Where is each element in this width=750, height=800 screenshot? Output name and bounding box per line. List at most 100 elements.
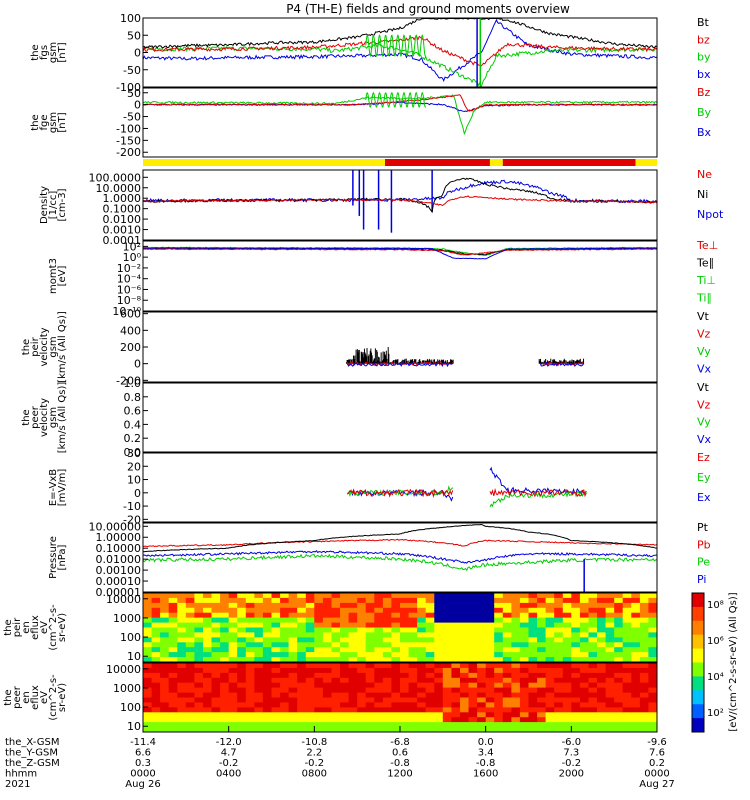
- x-value-label: -0.8: [390, 758, 410, 769]
- spectrogram-cell: [237, 717, 247, 723]
- spectrogram-cell: [562, 607, 572, 614]
- spectrogram-cell: [340, 667, 350, 674]
- spectrogram-cell: [220, 677, 230, 684]
- spectrogram-cell: [271, 632, 281, 638]
- spectrogram-cell: [185, 677, 195, 684]
- y-tick-label: 1.0: [124, 377, 142, 390]
- spectrogram-cell: [545, 637, 555, 643]
- x-value-label: 1600: [473, 769, 498, 780]
- spectrogram-cell: [331, 637, 341, 643]
- spectrogram-cell: [357, 652, 367, 658]
- x-value-label: -0.2: [219, 758, 239, 769]
- spectrogram-cell: [262, 647, 273, 653]
- spectrogram-cell: [400, 642, 410, 648]
- spectrogram-cell: [460, 692, 470, 699]
- spectrogram-cell: [288, 717, 298, 723]
- spectrogram-cell: [365, 677, 375, 684]
- spectrogram-cell: [151, 663, 161, 669]
- spectrogram-cell: [305, 717, 315, 723]
- spectrogram-cell: [631, 642, 641, 648]
- spectrogram-cell: [417, 667, 427, 674]
- spectrogram-cell: [639, 702, 650, 708]
- spectrogram-cell: [322, 607, 333, 614]
- spectrogram-cell: [322, 717, 333, 723]
- spectrogram-cell: [597, 727, 607, 732]
- y-axis-label: eflux: [30, 685, 41, 710]
- spectrogram-cell: [571, 687, 581, 694]
- spectrogram-cell: [194, 672, 204, 679]
- spectrogram-cell: [254, 597, 264, 604]
- spectrogram-cell: [314, 617, 324, 624]
- spectrogram-cell: [245, 597, 255, 604]
- spectrogram-cell: [442, 607, 452, 614]
- spectrogram-cell: [648, 597, 657, 604]
- spectrogram-cell: [605, 687, 615, 694]
- spectrogram-cell: [177, 647, 187, 653]
- spectrogram-cell: [537, 667, 547, 674]
- spectrogram-cell: [340, 712, 350, 718]
- by-oscillation: [365, 34, 427, 58]
- spectrogram-cell: [425, 597, 435, 604]
- spectrogram-cell: [562, 612, 572, 619]
- spectrogram-cell: [185, 702, 195, 708]
- spectrogram-cell: [614, 682, 624, 689]
- spectrogram-cell: [639, 727, 650, 732]
- spectrogram-cell: [382, 663, 393, 669]
- spectrogram-cell: [288, 707, 298, 713]
- spectrogram-cell: [631, 602, 641, 609]
- spectrogram-cell: [305, 672, 315, 679]
- colorbar-segment: [692, 662, 704, 677]
- spectrogram-cell: [305, 647, 315, 653]
- spectrogram-cell: [254, 657, 264, 662]
- spectrogram-cell: [622, 692, 632, 699]
- spectrogram-cell: [511, 593, 521, 599]
- spectrogram-cell: [588, 682, 598, 689]
- spectrogram-cell: [305, 637, 315, 643]
- spectrogram-cell: [588, 697, 598, 703]
- spectrogram-cell: [408, 722, 418, 728]
- spectrogram-cell: [297, 637, 307, 643]
- spectrogram-cell: [297, 597, 307, 604]
- spectrogram-cell: [545, 687, 555, 694]
- spectrogram-cell: [425, 617, 435, 624]
- spectrogram-cell: [425, 637, 435, 643]
- y-tick-label: 10⁰: [123, 251, 142, 264]
- legend-item: Ey: [697, 471, 711, 484]
- spectrogram-cell: [519, 682, 530, 689]
- spectrogram-cell: [562, 717, 572, 723]
- spectrogram-cell: [579, 682, 590, 689]
- spectrogram-cell: [288, 712, 298, 718]
- spectrogram-cell: [391, 637, 401, 643]
- legend-item: Bt: [697, 16, 710, 29]
- colorbar-segment: [692, 704, 704, 719]
- spectrogram-cell: [168, 597, 178, 604]
- spectrogram-cell: [391, 612, 401, 619]
- spectrogram-cell: [185, 627, 195, 633]
- spectrogram-cell: [434, 642, 444, 648]
- spectrogram-cell: [425, 717, 435, 723]
- spectrogram-cell: [168, 602, 178, 609]
- y-tick-label: 0.0100: [103, 213, 142, 226]
- spectrogram-cell: [417, 652, 427, 658]
- vx-line: [346, 362, 453, 368]
- spectrogram-cell: [614, 692, 624, 699]
- spectrogram-cell: [622, 657, 632, 662]
- spectrogram-cell: [185, 722, 195, 728]
- spectrogram-cell: [228, 687, 238, 694]
- spectrogram-cell: [177, 597, 187, 604]
- spectrogram-cell: [477, 652, 487, 658]
- spectrogram-cell: [477, 672, 487, 679]
- spectrogram-cell: [297, 687, 307, 694]
- spectrogram-cell: [571, 682, 581, 689]
- spectrogram-cell: [519, 612, 530, 619]
- spectrogram-cell: [203, 637, 213, 643]
- spectrogram-cell: [357, 712, 367, 718]
- spectrogram-cell: [331, 593, 341, 599]
- spectrogram-cell: [597, 667, 607, 674]
- spectrogram-cell: [220, 702, 230, 708]
- spectrogram-cell: [340, 697, 350, 703]
- spectrogram-cell: [391, 622, 401, 629]
- spectrogram-cell: [502, 707, 512, 713]
- spectrogram-cell: [579, 593, 590, 599]
- spectrogram-cell: [365, 722, 375, 728]
